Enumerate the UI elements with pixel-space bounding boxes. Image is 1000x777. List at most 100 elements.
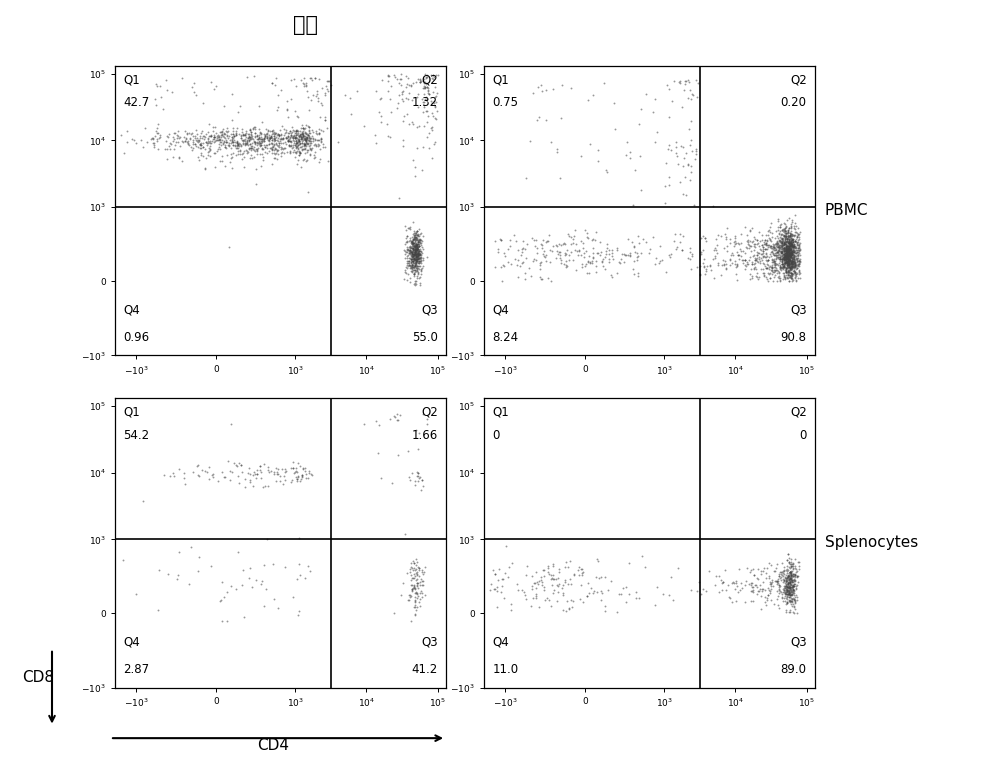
Point [779,270,795,283]
Point [787,575,803,587]
Point [487,261,503,274]
Point [247,123,263,135]
Point [286,144,302,156]
Point [776,238,792,250]
Point [527,577,543,590]
Point [580,255,596,267]
Point [222,473,238,486]
Point [410,577,426,590]
Point [779,257,795,270]
Point [791,264,807,277]
Point [699,260,715,273]
Point [221,138,237,151]
Point [528,592,544,605]
Point [631,592,647,605]
Point [288,142,304,155]
Point [762,240,778,253]
Point [708,233,724,246]
Point [781,241,797,253]
Point [407,246,423,258]
Point [585,251,601,263]
Point [567,224,583,236]
Point [774,255,790,267]
Text: Q1: Q1 [123,73,140,86]
Point [780,237,796,249]
Point [288,129,304,141]
Point [297,138,313,151]
Point [139,135,155,148]
Point [402,240,418,253]
Point [774,256,790,268]
Point [782,573,798,585]
Point [779,585,795,598]
Point [405,240,421,253]
Point [593,594,609,606]
Point [770,232,786,244]
Point [785,243,801,256]
Point [285,131,301,143]
Point [778,265,794,277]
Point [405,233,421,246]
Point [754,239,770,251]
Point [785,559,801,572]
Point [207,147,223,159]
Point [781,574,797,587]
Point [786,252,802,264]
Point [743,563,759,576]
Point [273,129,289,141]
Point [406,240,422,253]
Point [744,222,760,235]
Point [425,68,441,81]
Point [779,249,795,261]
Point [768,262,784,274]
Point [779,253,795,265]
Point [601,244,617,256]
Point [781,246,797,258]
Point [573,579,589,591]
Point [544,245,560,257]
Point [493,234,509,246]
Point [290,134,306,146]
Point [774,570,790,582]
Point [303,137,319,149]
Point [763,577,779,590]
Point [777,234,793,246]
Point [756,267,772,279]
Point [409,254,425,267]
Point [697,232,713,245]
Point [238,138,254,151]
Point [776,242,792,254]
Point [225,135,241,148]
Point [398,261,414,274]
Point [782,253,798,266]
Point [775,251,791,263]
Point [779,554,795,566]
Point [786,260,802,272]
Point [784,589,800,601]
Point [270,101,286,113]
Point [757,238,773,250]
Point [285,145,301,158]
Point [261,134,277,147]
Point [572,593,588,605]
Point [759,235,775,247]
Point [402,248,418,260]
Point [283,129,299,141]
Point [784,234,800,246]
Point [780,246,796,258]
Point [408,248,424,260]
Point [769,230,785,242]
Point [292,146,308,159]
Point [299,146,315,159]
Point [779,251,795,263]
Point [559,594,575,607]
Point [783,256,799,269]
Point [410,249,426,262]
Point [266,133,282,145]
Point [783,570,799,583]
Point [561,603,577,615]
Point [787,256,803,268]
Point [297,571,313,584]
Point [399,235,415,248]
Point [786,230,802,242]
